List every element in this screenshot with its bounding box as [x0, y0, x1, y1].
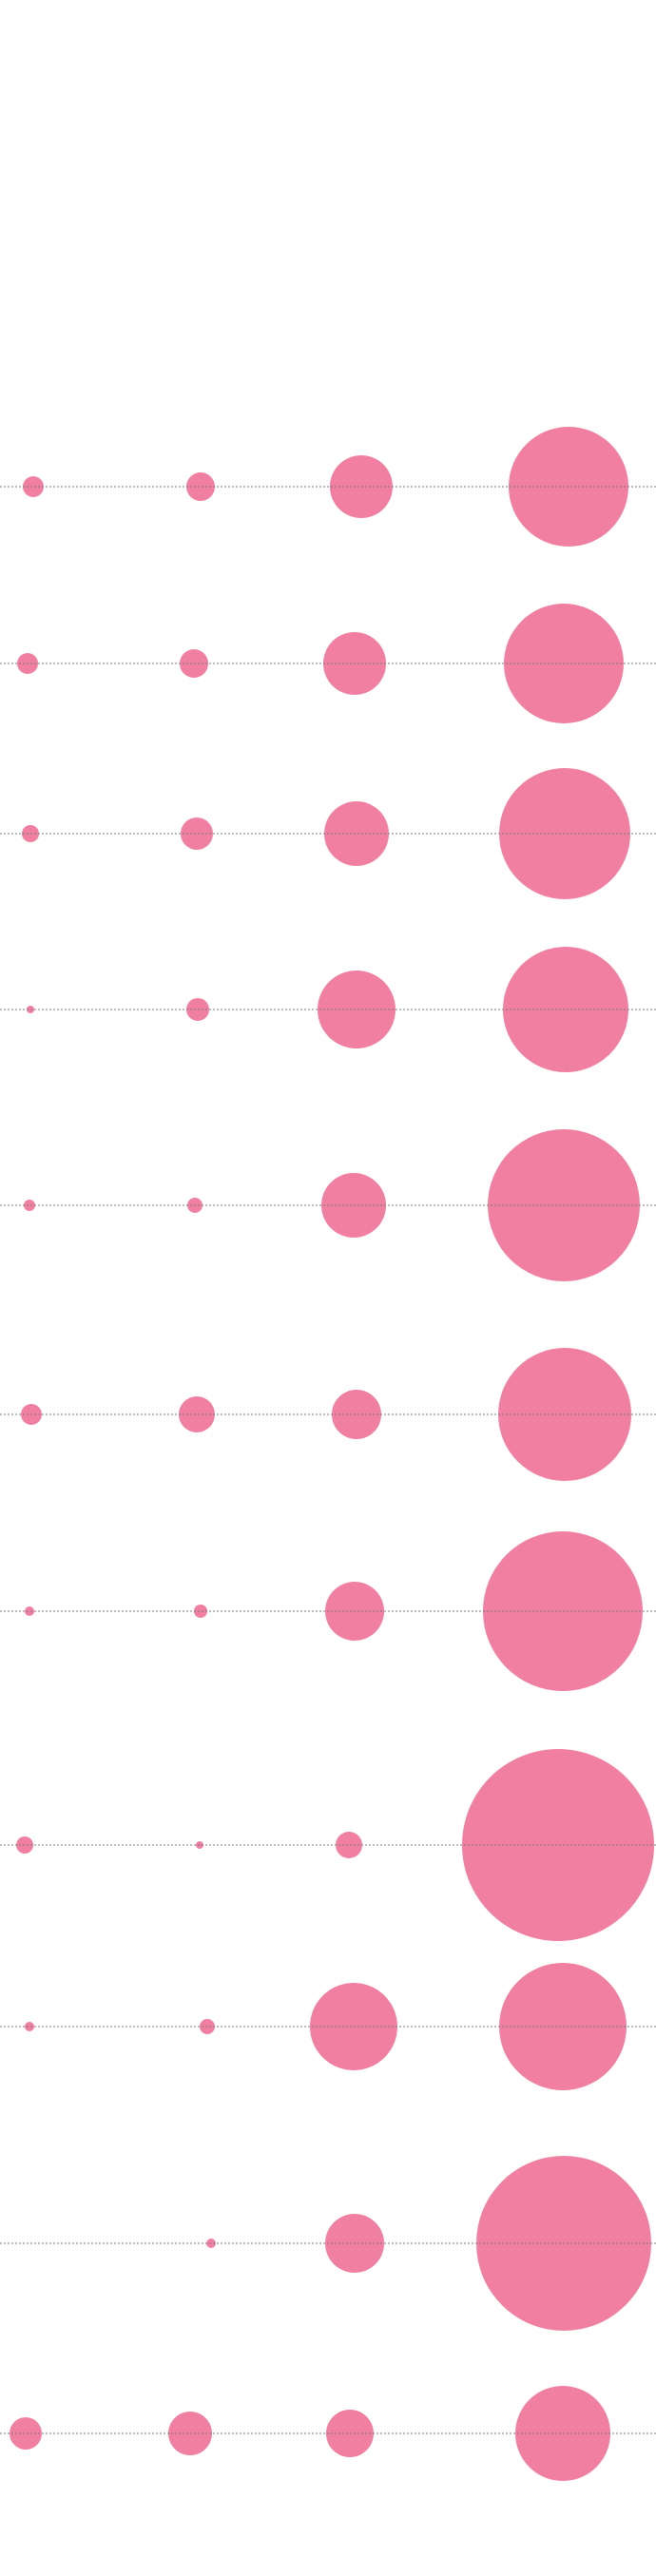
bubble-row [0, 768, 656, 899]
bubble-row [0, 427, 656, 547]
bubble-row [0, 2156, 656, 2331]
bubble-row [0, 1129, 656, 1281]
bubble-mark [194, 1605, 207, 1618]
bubble-row [0, 1348, 656, 1481]
bubble-mark [318, 971, 396, 1048]
bubble-mark [186, 472, 215, 501]
bubble-mark [23, 476, 44, 497]
bubble-mark [503, 947, 628, 1072]
bubble-mark [25, 2022, 34, 2031]
bubble-row [0, 2386, 656, 2481]
bubble-row [0, 604, 656, 723]
bubble-mark [25, 1606, 34, 1616]
bubble-mark [462, 1749, 654, 1941]
bubble-row [0, 1963, 656, 2090]
bubble-mark [24, 1200, 35, 1211]
bubble-row [0, 1531, 656, 1691]
bubble-row [0, 1749, 656, 1941]
bubble-mark [332, 1390, 381, 1439]
bubble-mark [324, 801, 389, 866]
bubble-mark [181, 817, 213, 850]
bubble-mark [179, 1396, 215, 1432]
bubble-row [0, 947, 656, 1072]
bubble-mark [10, 2417, 42, 2450]
bubble-mark [336, 1832, 362, 1858]
